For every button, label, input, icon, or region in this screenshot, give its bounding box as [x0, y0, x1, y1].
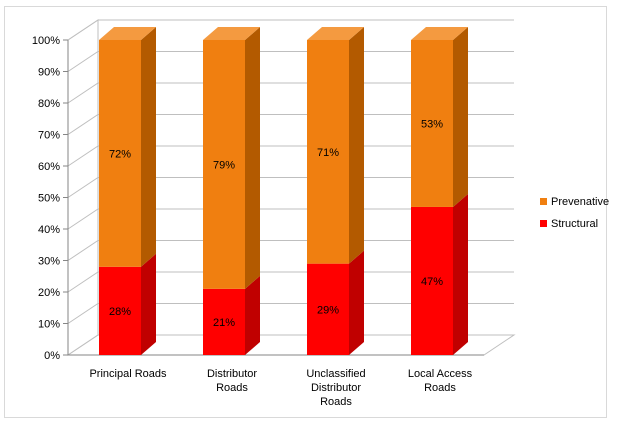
data-label: 28% [109, 306, 131, 318]
category-label: Distributor [311, 382, 361, 394]
bar-side-structural [141, 253, 156, 355]
gridline [67, 240, 514, 261]
bar-segment-prevenative [99, 40, 141, 267]
bar-side-structural [453, 193, 468, 355]
category-label: Distributor [207, 368, 257, 380]
legend-swatch-structural [540, 220, 547, 227]
bar-top-prevenative [411, 27, 468, 40]
chart-border [4, 6, 607, 418]
bar-top-prevenative [307, 27, 364, 40]
y-tick-label: 30% [38, 256, 60, 268]
category-label: Local Access [408, 368, 473, 380]
gridline [67, 271, 514, 293]
data-label: 47% [421, 276, 443, 288]
data-label: 29% [317, 304, 339, 316]
y-tick-label: 40% [38, 224, 60, 236]
gridline [67, 51, 514, 72]
bar-segment-structural [203, 288, 245, 355]
bar-top-prevenative [203, 27, 260, 40]
y-tick-label: 0% [44, 350, 60, 362]
bar-segment-prevenative [411, 40, 453, 207]
gridline [67, 208, 514, 230]
y-tick-label: 80% [38, 98, 60, 110]
data-label: 21% [213, 317, 235, 329]
category-label: Roads [424, 382, 456, 394]
category-label: Principal Roads [89, 368, 167, 380]
gridline [67, 82, 514, 104]
data-label: 72% [109, 148, 131, 160]
bar-segment-prevenative [307, 40, 349, 264]
bar-side-structural [349, 250, 364, 355]
category-label: Roads [216, 382, 248, 394]
data-label: 79% [213, 159, 235, 171]
gridline [67, 19, 514, 41]
legend-label-prevenative: Prevenative [551, 196, 609, 208]
category-label: Unclassified [306, 368, 365, 380]
y-tick-label: 100% [32, 35, 60, 47]
gridline [67, 177, 514, 198]
bar-top-prevenative [99, 27, 156, 40]
gridline [67, 114, 514, 135]
legend-label-structural: Structural [551, 218, 598, 230]
y-tick-label: 90% [38, 67, 60, 79]
bar-segment-structural [307, 263, 349, 355]
category-label: Roads [320, 396, 352, 408]
y-tick-label: 60% [38, 161, 60, 173]
legend-swatch-prevenative [540, 198, 547, 205]
y-tick-label: 70% [38, 130, 60, 142]
bar-side-prevenative [349, 27, 364, 264]
data-label: 71% [317, 147, 339, 159]
y-tick-label: 50% [38, 193, 60, 205]
bar-segment-prevenative [203, 40, 245, 289]
bar-side-prevenative [245, 27, 260, 289]
y-tick-label: 20% [38, 287, 60, 299]
bar-side-structural [245, 275, 260, 355]
data-label: 53% [421, 118, 443, 130]
bar-side-prevenative [453, 27, 468, 207]
bar-segment-structural [99, 266, 141, 355]
y-tick-label: 10% [38, 319, 60, 331]
bar-side-prevenative [141, 27, 156, 267]
gridline [67, 145, 514, 167]
gridline [67, 303, 514, 324]
bar-segment-structural [411, 206, 453, 355]
